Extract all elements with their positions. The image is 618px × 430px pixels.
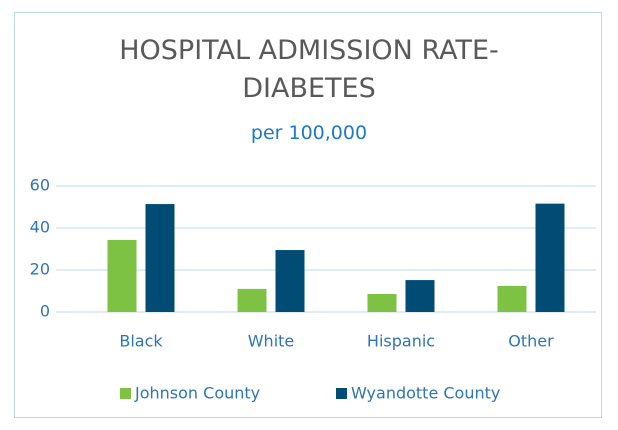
chart-title: HOSPITAL ADMISSION RATE-DIABETES: [119, 35, 499, 104]
x-tick-label: Black: [119, 332, 163, 351]
legend-label: Johnson County: [134, 384, 260, 403]
y-tick-label: 60: [30, 176, 50, 195]
bar: [145, 204, 175, 312]
legend-swatch: [120, 388, 131, 399]
bar: [497, 285, 527, 312]
legend-swatch: [336, 388, 347, 399]
bar: [367, 293, 397, 312]
y-tick-label: 40: [30, 218, 50, 237]
bar: [237, 288, 267, 312]
chart-subtitle: per 100,000: [250, 122, 368, 144]
bar: [405, 280, 435, 312]
x-tick-label: Other: [508, 332, 554, 351]
y-tick-label: 0: [40, 302, 50, 321]
bar: [535, 203, 565, 312]
x-tick-label: White: [248, 332, 295, 351]
legend-label: Wyandotte County: [351, 384, 500, 403]
y-tick-label: 20: [30, 260, 50, 279]
x-tick-label: Hispanic: [367, 332, 435, 351]
bar: [107, 239, 137, 312]
bar: [275, 250, 305, 312]
chart-frame: [14, 12, 602, 418]
